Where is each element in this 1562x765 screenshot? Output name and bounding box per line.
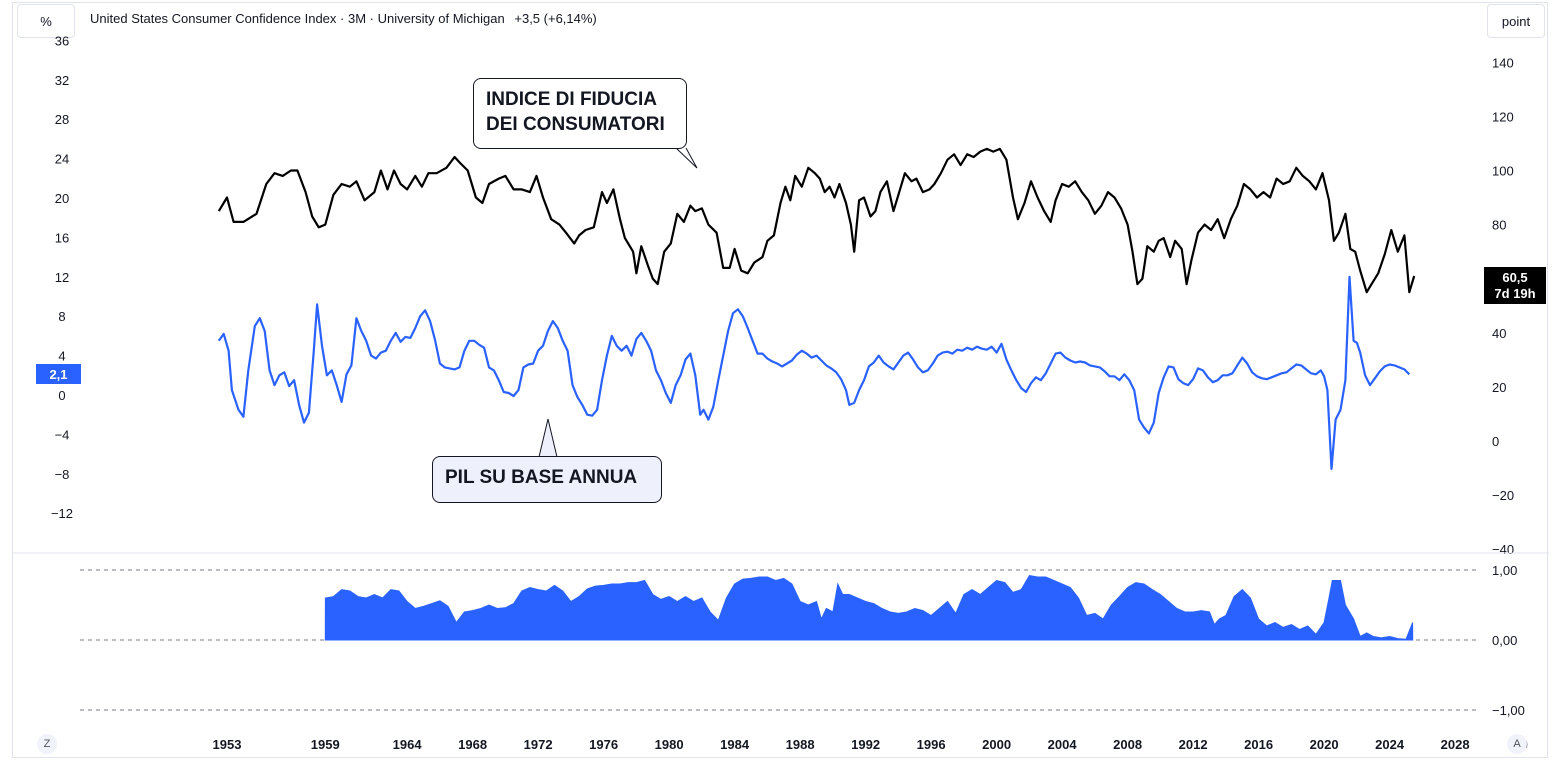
right-axis-tick: −40 [1492, 542, 1514, 557]
right-axis-tick: 0 [1492, 434, 1499, 449]
callout-gdp[interactable]: PIL SU BASE ANNUA [432, 456, 662, 503]
auto-scale-button[interactable]: A [1507, 734, 1527, 754]
correlation-axis[interactable]: 1,00 0,00 −1,00 [1492, 563, 1525, 718]
time-axis-tick: 1953 [213, 737, 242, 752]
chart-title: United States Consumer Confidence Index … [90, 11, 505, 26]
time-axis-tick: 1988 [786, 737, 815, 752]
left-axis-tick: 28 [55, 112, 69, 127]
time-axis-tick: 2004 [1048, 737, 1078, 752]
correlation-area[interactable] [324, 575, 1414, 641]
left-axis-tick: 0 [58, 388, 65, 403]
time-axis-tick: 2008 [1113, 737, 1142, 752]
left-axis-tick: −12 [51, 506, 73, 521]
ci-last-value: 60,5 [1502, 269, 1528, 285]
time-axis-tick: 2016 [1244, 737, 1273, 752]
consumer-confidence-line[interactable] [217, 147, 1416, 294]
chart-title-bar: United States Consumer Confidence Index … [90, 11, 597, 26]
left-axis-tick: 16 [55, 230, 69, 245]
time-axis-tick: 2012 [1179, 737, 1208, 752]
left-axis-tick: 8 [58, 309, 65, 324]
left-axis-tick: −4 [55, 427, 70, 442]
time-axis-tick: 1959 [311, 737, 340, 752]
gdp-line[interactable] [217, 275, 1411, 470]
correlation-axis-tick: 0,00 [1492, 633, 1517, 648]
left-price-axis[interactable]: 36 32 28 24 20 16 12 8 4 0 −4 −8 −12 [51, 33, 73, 521]
time-axis-tick: 2024 [1375, 737, 1405, 752]
correlation-axis-tick: 1,00 [1492, 563, 1517, 578]
time-axis[interactable]: 1953 1959 1964 1968 1972 1976 1980 1984 1988 1992… [213, 737, 1528, 752]
time-axis-tick: 1972 [524, 737, 553, 752]
zoom-button[interactable]: Z [37, 734, 57, 754]
right-axis-tick: 20 [1492, 380, 1506, 395]
right-axis-tick: −20 [1492, 488, 1514, 503]
right-scale-unit-button[interactable]: point [1487, 4, 1545, 38]
time-axis-tick: 2000 [982, 737, 1011, 752]
callout-ci-pointer [675, 147, 698, 169]
right-axis-tick: 80 [1492, 218, 1506, 233]
left-axis-tick: 32 [55, 73, 69, 88]
time-axis-tick: 1964 [393, 737, 423, 752]
time-axis-tick: 2028 [1441, 737, 1470, 752]
right-price-axis[interactable]: 140120100806040200−20−40 [1492, 55, 1514, 557]
time-axis-tick: 1980 [655, 737, 684, 752]
left-axis-tick: 4 [58, 349, 65, 364]
price-change: +3,5 (+6,14%) [514, 11, 597, 26]
left-axis-tick: 24 [55, 152, 69, 167]
callout-gdp-pointer [538, 418, 558, 458]
ci-last-value-badge: 60,5 7d 19h [1484, 267, 1546, 304]
time-axis-tick: 2020 [1310, 737, 1339, 752]
callout-pointers [538, 147, 698, 458]
left-axis-tick: 36 [55, 33, 69, 48]
time-axis-tick: 1976 [589, 737, 618, 752]
right-axis-tick: 40 [1492, 326, 1506, 341]
right-axis-tick: 120 [1492, 109, 1514, 124]
right-axis-tick: 140 [1492, 55, 1514, 70]
gdp-last-value-badge: 2,1 [36, 364, 81, 384]
time-axis-tick: 1992 [851, 737, 880, 752]
bar-countdown: 7d 19h [1494, 285, 1536, 301]
time-axis-tick: 1968 [458, 737, 487, 752]
right-axis-tick: 100 [1492, 164, 1514, 179]
callout-consumer-confidence[interactable]: INDICE DI FIDUCIA DEI CONSUMATORI [473, 78, 687, 149]
left-axis-tick: 12 [55, 270, 69, 285]
left-axis-tick: −8 [55, 467, 70, 482]
time-axis-tick: 1996 [917, 737, 946, 752]
left-scale-unit-button[interactable]: % [17, 4, 75, 38]
correlation-axis-tick: −1,00 [1492, 703, 1525, 718]
left-axis-tick: 20 [55, 191, 69, 206]
time-axis-tick: 1984 [720, 737, 750, 752]
